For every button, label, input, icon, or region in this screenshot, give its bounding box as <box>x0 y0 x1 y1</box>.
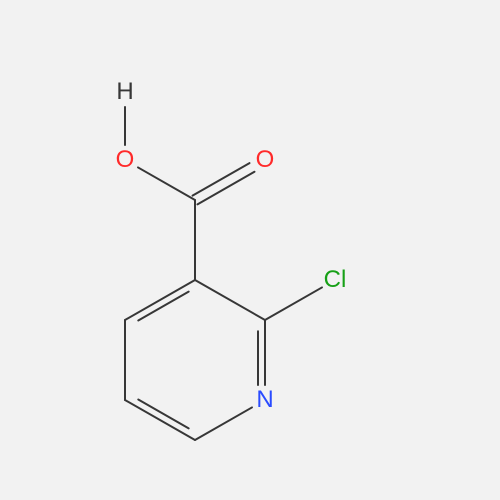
atom-label-o: O <box>116 148 135 172</box>
atom-label-h: H <box>116 80 133 104</box>
atom-label-o: O <box>256 148 275 172</box>
bonds-layer <box>0 0 500 500</box>
atom-label-cl: Cl <box>324 268 347 292</box>
atom-label-n: N <box>256 388 273 412</box>
molecule-canvas: N O O H Cl <box>0 0 500 500</box>
